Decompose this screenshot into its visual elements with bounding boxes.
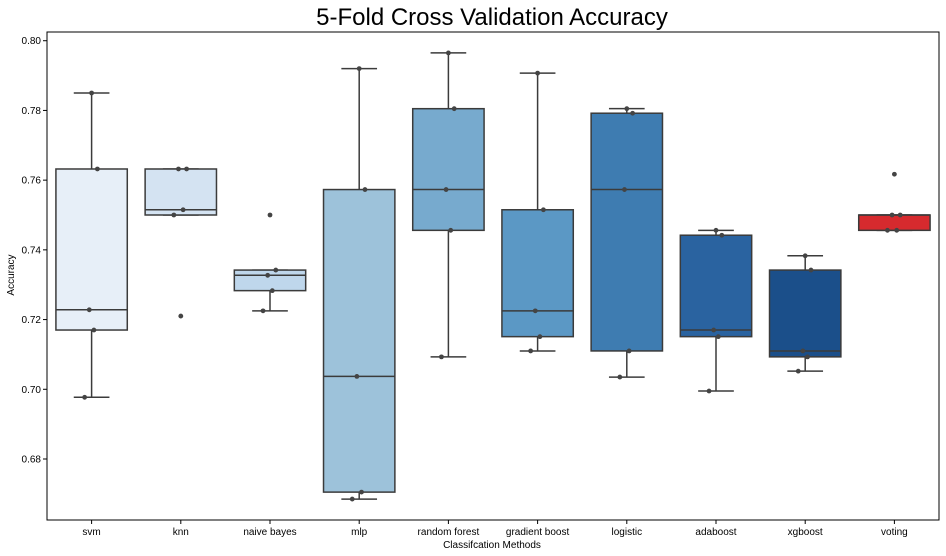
x-tick-label: svm <box>82 527 100 538</box>
y-axis-ticks: 0.68 0.70 0.72 0.74 0.76 0.78 0.80 <box>22 36 47 466</box>
data-point <box>885 227 890 233</box>
x-tick-label: logistic <box>612 527 643 538</box>
data-point <box>439 354 444 360</box>
y-tick-label: 0.80 <box>22 36 42 47</box>
data-point <box>713 227 719 233</box>
box-group-logistic <box>590 106 664 380</box>
x-tick-label: xgboost <box>788 527 823 538</box>
box-iqr <box>857 214 931 232</box>
data-point <box>715 334 721 340</box>
data-point <box>451 106 457 112</box>
data-point <box>630 110 635 116</box>
box-group-knn <box>144 166 218 319</box>
chart-title: 5-Fold Cross Validation Accuracy <box>316 4 668 31</box>
box-group-adaboost <box>679 227 753 394</box>
data-point <box>82 394 88 400</box>
y-tick-label: 0.70 <box>22 385 42 396</box>
data-point <box>617 374 623 380</box>
data-point <box>86 307 92 313</box>
data-point <box>269 288 275 294</box>
x-tick-label: knn <box>173 527 189 538</box>
data-point <box>91 327 97 333</box>
data-point <box>711 327 717 333</box>
box-iqr <box>55 168 129 331</box>
data-point <box>354 373 360 379</box>
data-point <box>540 207 546 213</box>
box-group-voting <box>857 171 931 233</box>
data-point <box>184 166 189 172</box>
data-point <box>176 166 181 172</box>
data-point <box>537 334 543 340</box>
data-point <box>448 227 454 233</box>
box-iqr <box>233 269 307 292</box>
y-tick-label: 0.68 <box>22 455 42 466</box>
box-iqr <box>501 209 575 338</box>
data-point <box>528 348 534 354</box>
x-tick-label: gradient boost <box>506 527 570 538</box>
data-point <box>349 496 355 502</box>
box-iqr <box>768 269 842 358</box>
data-point <box>267 212 273 218</box>
data-point <box>622 187 627 192</box>
data-point <box>706 388 712 394</box>
data-point <box>265 272 271 278</box>
data-point <box>446 50 451 56</box>
data-point <box>894 227 900 233</box>
data-point <box>808 267 814 273</box>
box-iqr <box>144 168 218 216</box>
data-point <box>800 348 806 354</box>
box-group-gradient-boost <box>501 70 575 354</box>
box-iqr <box>590 112 664 352</box>
data-point <box>178 313 184 319</box>
x-tick-label: mlp <box>351 527 368 538</box>
data-point <box>892 171 897 177</box>
y-axis-label: Accuracy <box>6 254 17 295</box>
x-axis-label: Classifcation Methods <box>443 540 541 551</box>
data-point <box>535 70 540 76</box>
data-point <box>273 267 279 273</box>
data-point <box>802 253 808 259</box>
box-group-xgboost <box>768 253 842 374</box>
data-point <box>356 66 362 71</box>
data-point <box>359 489 364 495</box>
data-point <box>795 368 801 374</box>
box-group-random-forest <box>411 50 485 360</box>
plot-frame <box>46 31 940 521</box>
data-point <box>89 90 94 96</box>
data-point <box>260 308 266 314</box>
data-point <box>94 166 100 172</box>
x-tick-label: random forest <box>418 527 480 538</box>
x-tick-label: adaboost <box>695 527 736 538</box>
data-point <box>897 212 903 218</box>
y-tick-label: 0.76 <box>22 176 42 187</box>
data-point <box>889 212 895 218</box>
box-group-mlp <box>322 66 396 502</box>
data-point <box>626 348 632 354</box>
y-tick-label: 0.78 <box>22 106 42 117</box>
data-point <box>532 308 538 314</box>
x-tick-label: voting <box>881 527 908 538</box>
data-point <box>362 187 368 192</box>
box-iqr <box>411 107 485 232</box>
y-tick-label: 0.74 <box>22 245 42 256</box>
box-iqr <box>322 188 396 493</box>
data-point <box>180 207 186 213</box>
data-point <box>719 232 725 238</box>
box-group-naive-bayes <box>233 212 307 314</box>
x-axis-ticks: svm knn naive bayes mlp random forest gradien… <box>82 520 908 538</box>
y-tick-label: 0.72 <box>22 315 42 326</box>
data-point <box>624 106 630 112</box>
x-tick-label: naive bayes <box>243 527 296 538</box>
boxes-layer <box>55 50 931 502</box>
data-point <box>805 354 810 360</box>
box-group-svm <box>55 90 129 400</box>
data-point <box>443 187 449 192</box>
data-point <box>171 212 177 218</box>
box-iqr <box>679 234 753 338</box>
